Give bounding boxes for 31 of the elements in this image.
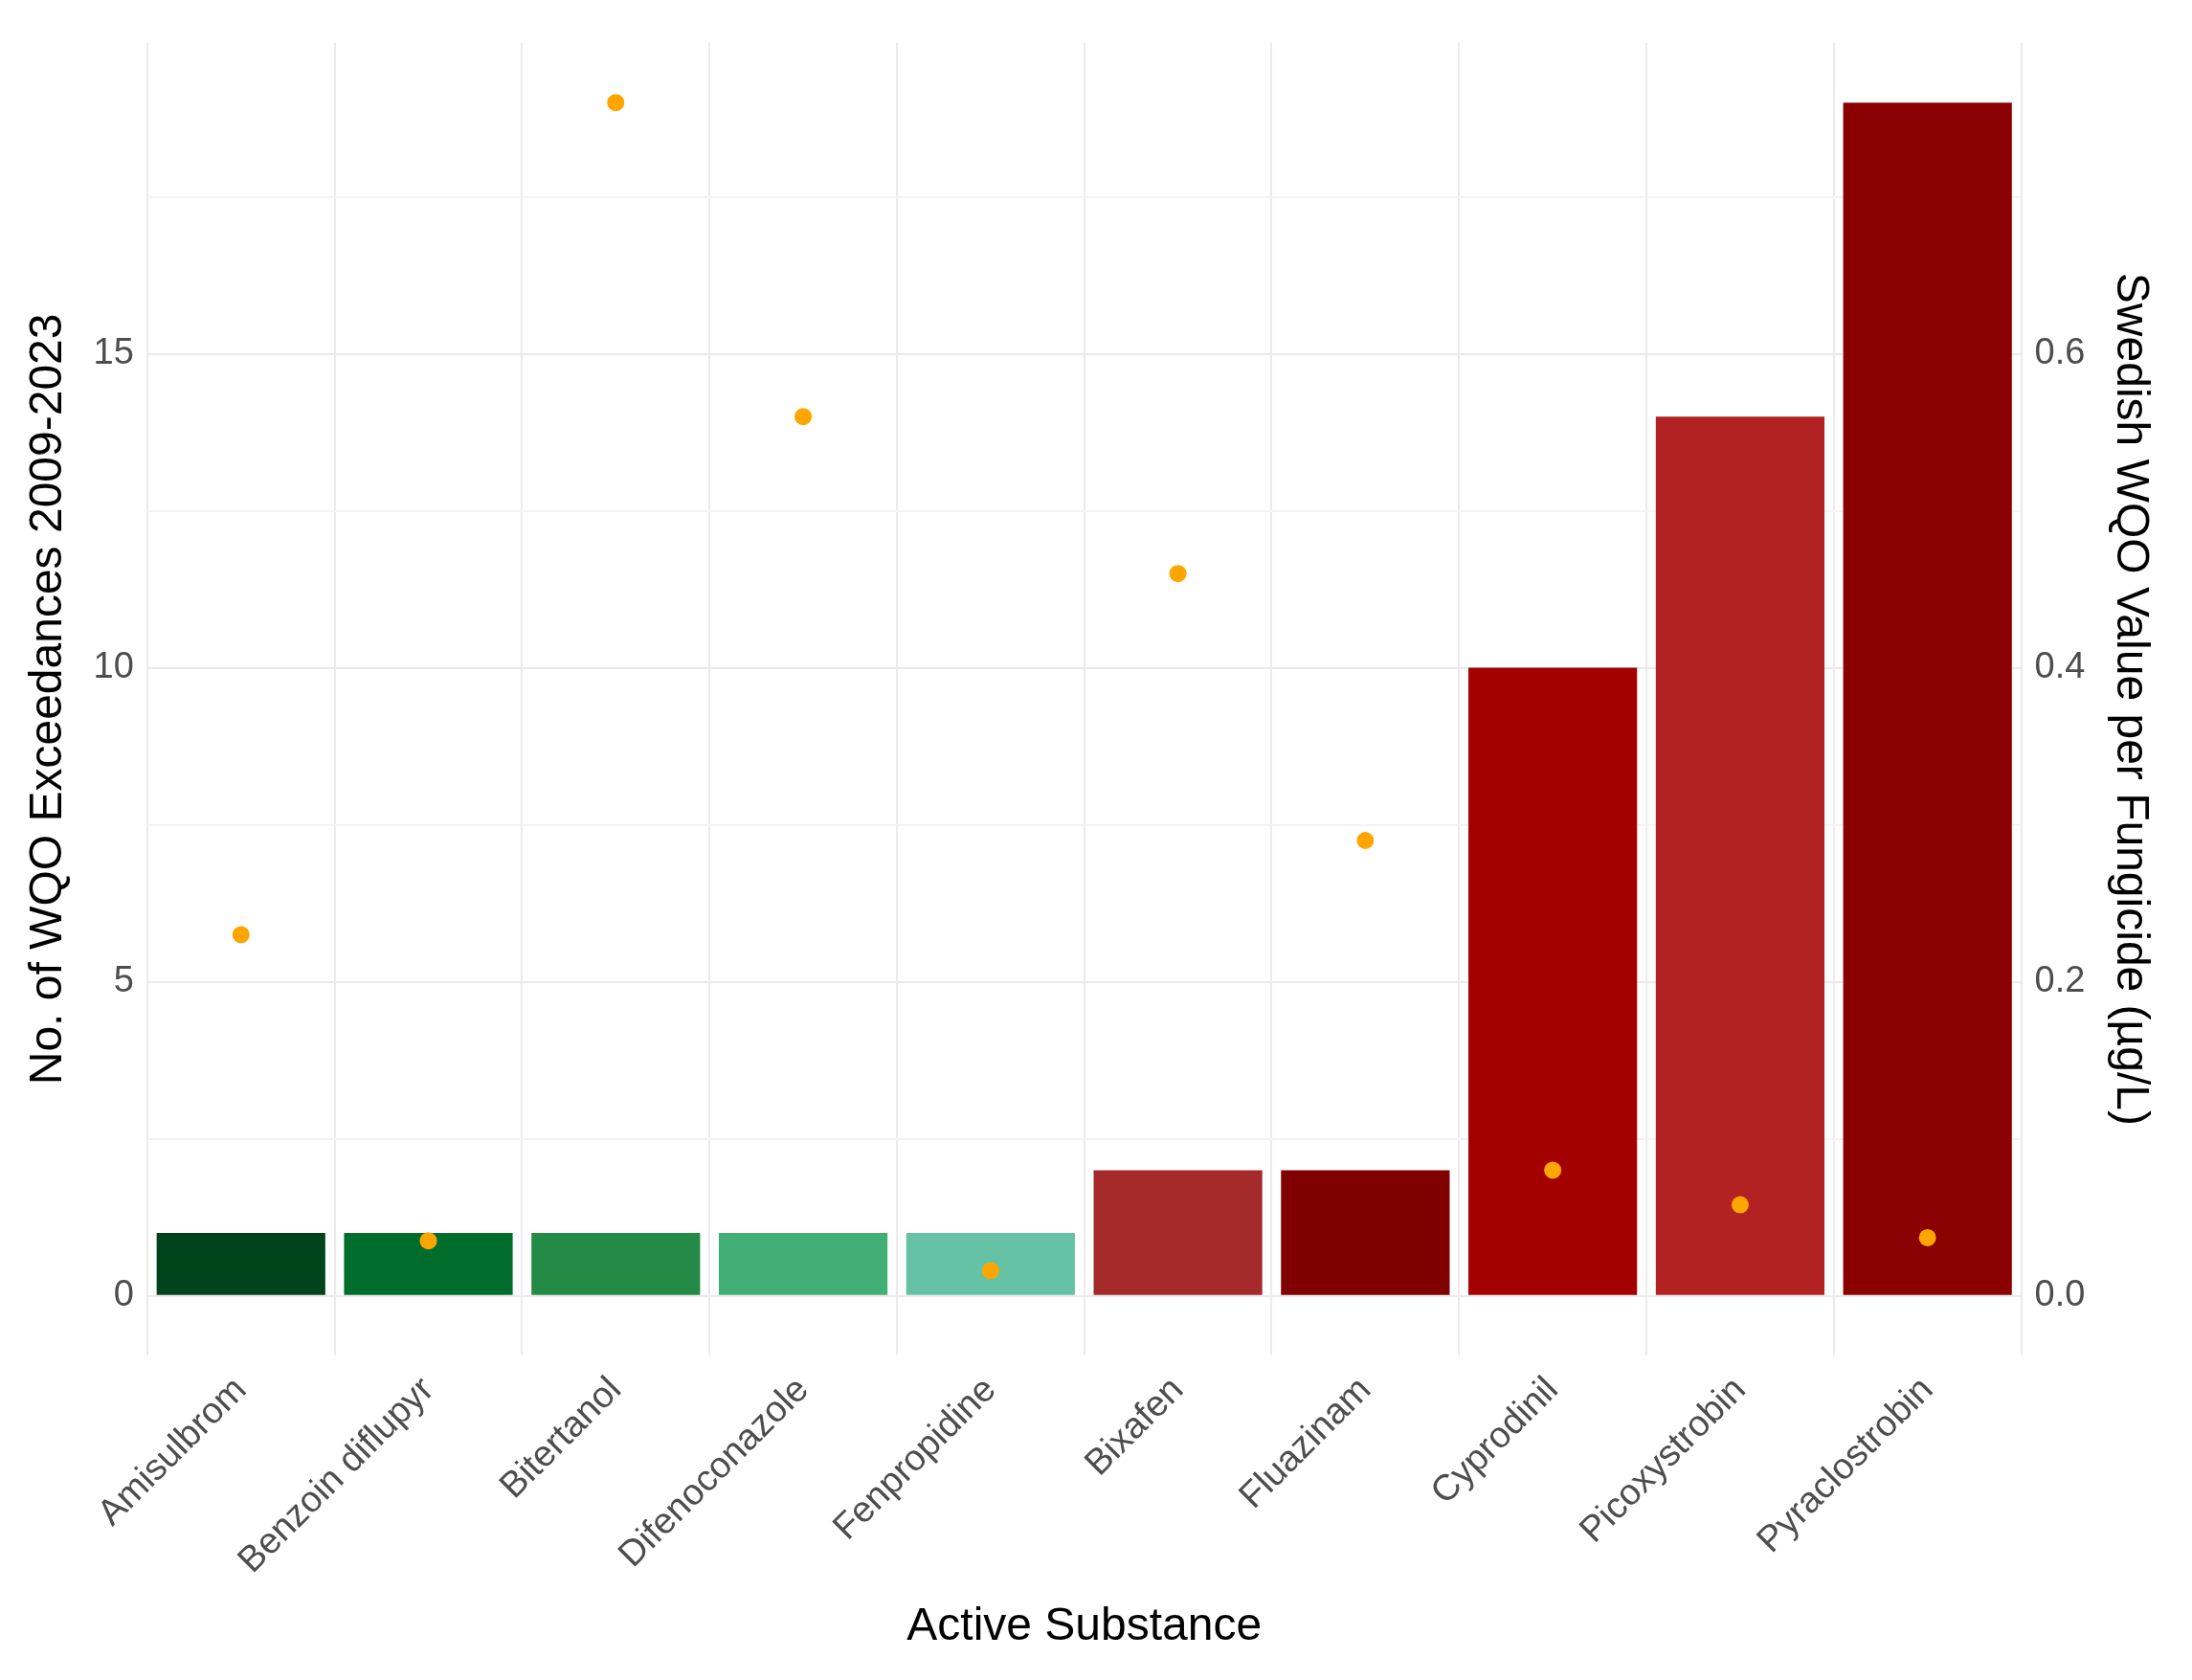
y2-tick-label: 0.0 <box>2034 1273 2086 1314</box>
y-tick-label: 10 <box>93 645 134 686</box>
point <box>1356 832 1375 849</box>
point <box>981 1262 999 1280</box>
y2-tick-label: 0.4 <box>2034 645 2086 686</box>
y2-tick-label: 0.2 <box>2034 959 2086 1000</box>
y-tick-label: 5 <box>113 959 134 1000</box>
y-tick-label: 15 <box>93 331 134 372</box>
point <box>1169 565 1187 583</box>
point <box>419 1232 437 1250</box>
point <box>232 926 250 944</box>
y2-tick-label: 0.6 <box>2034 331 2086 372</box>
bar <box>718 1233 888 1295</box>
point <box>1731 1196 1749 1214</box>
bar <box>1843 102 2012 1295</box>
point <box>1918 1228 1936 1246</box>
point <box>1544 1161 1562 1179</box>
y2-axis-title: Swedish WQO Value per Fungicide (µg/L) <box>2107 272 2158 1126</box>
point <box>607 94 625 112</box>
point <box>794 408 813 426</box>
bar <box>344 1233 513 1295</box>
bar <box>531 1233 701 1295</box>
bar <box>1093 1170 1263 1295</box>
bar <box>906 1233 1075 1295</box>
y-tick-label: 0 <box>113 1273 134 1314</box>
bar <box>1468 667 1638 1295</box>
bar <box>156 1233 325 1295</box>
y-axis-title: No. of WQO Exceedances 2009-2023 <box>20 313 72 1086</box>
bar <box>1655 416 1825 1295</box>
bar <box>1281 1170 1450 1295</box>
x-axis-title: Active Substance <box>906 1599 1263 1650</box>
